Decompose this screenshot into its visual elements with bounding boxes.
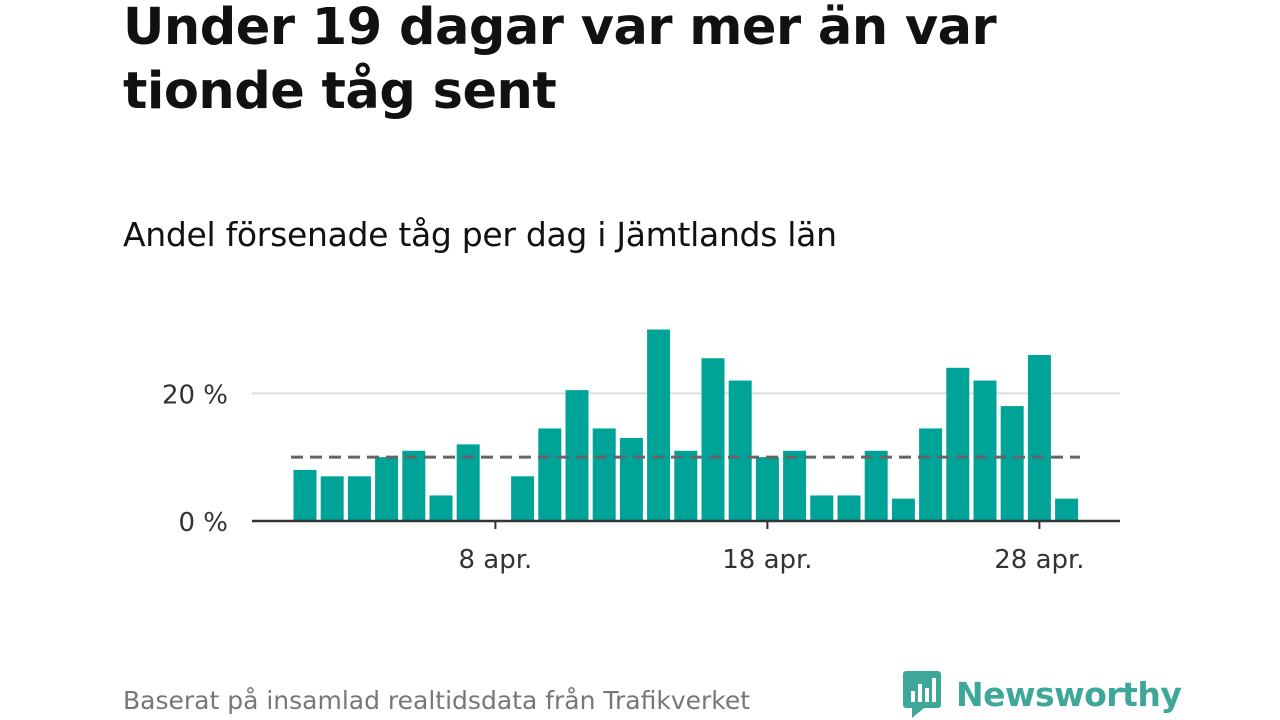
bar [511,476,535,521]
y-tick-label: 0 % [178,508,228,538]
bar [293,469,317,521]
y-axis-labels: 0 % 20 % [162,380,228,538]
bar [946,367,970,521]
bar [565,390,589,521]
bar [1027,355,1051,521]
y-tick-label: 20 % [162,380,228,410]
bar [755,457,779,521]
bar [429,495,453,521]
chart-title: Under 19 dagar var mer än var tionde tåg… [123,0,997,121]
bar [647,329,671,521]
bar [810,495,834,521]
bar [701,358,725,521]
bars [293,329,1079,521]
bar [973,380,997,521]
bar [592,428,616,521]
bar [375,457,399,521]
x-tick-label: 18 apr. [722,545,812,575]
bar [891,498,915,521]
bar [919,428,943,521]
brand-name: Newsworthy [956,674,1182,714]
bar [783,450,807,521]
bar [347,476,371,521]
bar [619,438,643,521]
newsworthy-logo-icon [903,671,941,718]
source-note: Baserat på insamlad realtidsdata från Tr… [123,686,751,715]
bar [674,450,698,521]
bar [320,476,344,521]
brand-logo: Newsworthy [902,668,1182,720]
bar [456,444,480,521]
bar [1000,406,1024,521]
bar [728,380,752,521]
bar [402,450,426,521]
x-tick-label: 28 apr. [994,545,1084,575]
bar [864,450,888,521]
x-tick-label: 8 apr. [458,545,532,575]
bar [538,428,562,521]
chart-subtitle: Andel försenade tåg per dag i Jämtlands … [123,215,837,254]
bar [837,495,861,521]
bar [1055,498,1079,521]
x-axis: 8 apr. 18 apr. 28 apr. [252,519,1120,575]
